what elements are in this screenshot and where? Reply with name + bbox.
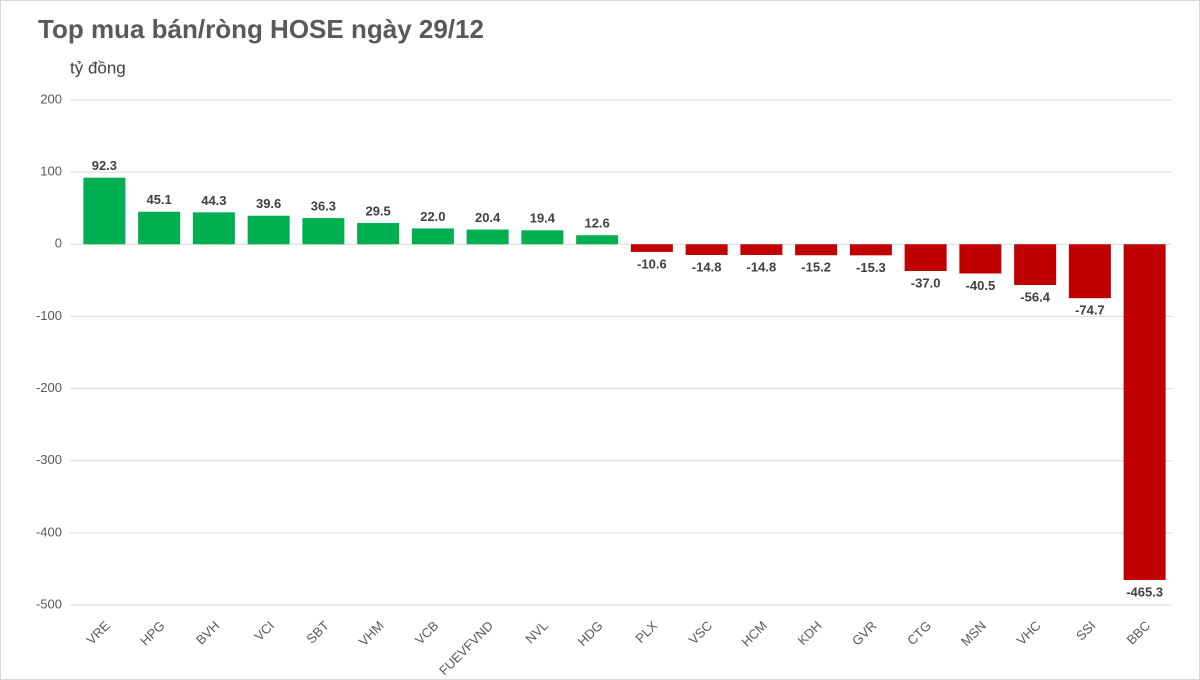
bar: [740, 244, 783, 255]
bar: [192, 212, 235, 245]
value-label: 12.6: [584, 216, 609, 231]
value-label: -14.8: [747, 259, 777, 274]
bar: [849, 244, 892, 256]
y-tick-label: -100: [36, 308, 62, 323]
bar: [576, 235, 619, 245]
value-label: -56.4: [1020, 289, 1050, 304]
bar: [685, 244, 728, 255]
bar: [247, 215, 290, 245]
bar: [466, 229, 509, 245]
bar: [1014, 244, 1057, 285]
value-label: -74.7: [1075, 303, 1105, 318]
y-tick-label: 200: [40, 91, 62, 106]
value-label: 36.3: [311, 199, 336, 214]
value-label: 92.3: [92, 158, 117, 173]
y-axis-label: tỷ đồng: [70, 58, 126, 77]
bar: [959, 244, 1002, 274]
bar: [795, 244, 838, 256]
bar: [1068, 244, 1111, 299]
bar: [357, 223, 400, 245]
bar: [521, 230, 564, 245]
y-tick-label: 0: [55, 236, 62, 251]
bar: [302, 218, 345, 245]
bar: [904, 244, 947, 271]
y-tick-label: 100: [40, 164, 62, 179]
y-tick-label: -400: [36, 524, 62, 539]
value-label: -37.0: [911, 275, 941, 290]
value-label: 20.4: [475, 210, 501, 225]
y-tick-label: -300: [36, 452, 62, 467]
chart-title: Top mua bán/ròng HOSE ngày 29/12: [38, 14, 484, 44]
y-tick-label: -500: [36, 596, 62, 611]
value-label: 29.5: [365, 203, 390, 218]
bar: [83, 177, 126, 245]
bar: [138, 211, 181, 245]
y-tick-label: -200: [36, 380, 62, 395]
value-label: 39.6: [256, 196, 281, 211]
value-label: -40.5: [966, 278, 996, 293]
value-label: -14.8: [692, 259, 722, 274]
value-label: 22.0: [420, 209, 445, 224]
value-label: -465.3: [1126, 584, 1163, 599]
value-label: -15.2: [801, 260, 831, 275]
bar: [630, 244, 673, 252]
bar: [411, 228, 454, 245]
value-label: 19.4: [530, 211, 556, 226]
bar: [1123, 244, 1166, 580]
value-label: 44.3: [201, 193, 226, 208]
value-label: -15.3: [856, 260, 886, 275]
value-label: -10.6: [637, 256, 667, 271]
value-label: 45.1: [146, 192, 171, 207]
